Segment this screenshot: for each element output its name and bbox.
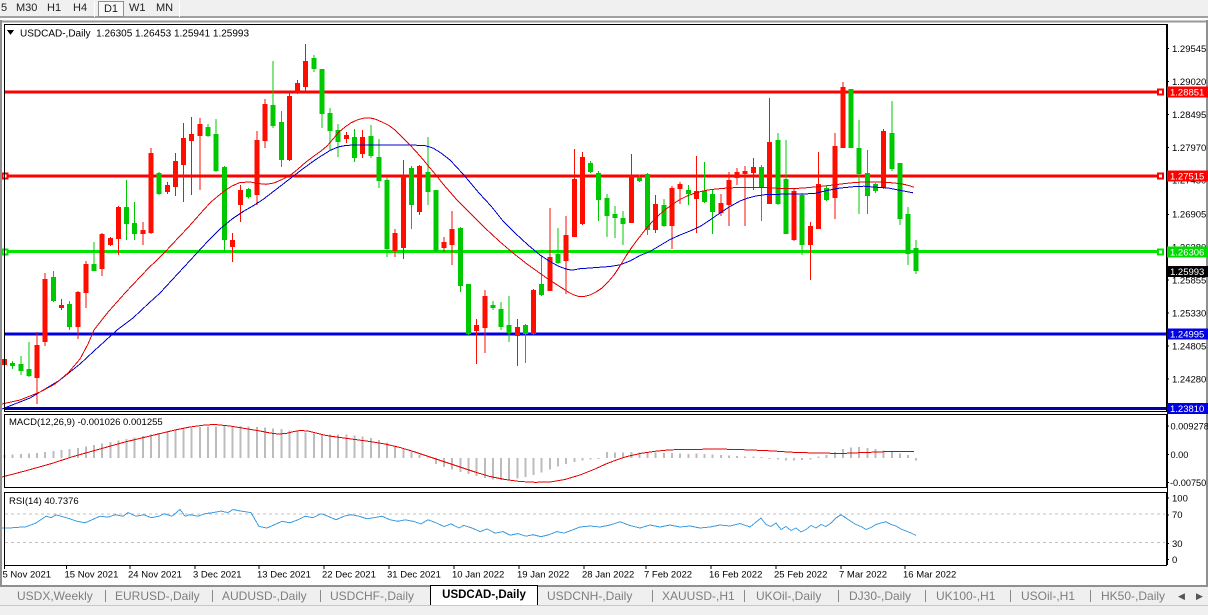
- svg-text:1.29020: 1.29020: [1172, 77, 1206, 88]
- svg-text:1.23810: 1.23810: [1170, 404, 1204, 415]
- svg-text:22 Dec 2021: 22 Dec 2021: [322, 570, 376, 581]
- svg-text:RSI(14) 40.7376: RSI(14) 40.7376: [9, 496, 79, 507]
- svg-text:16 Mar 2022: 16 Mar 2022: [903, 570, 956, 581]
- svg-text:19 Jan 2022: 19 Jan 2022: [517, 570, 569, 581]
- svg-text:13 Dec 2021: 13 Dec 2021: [257, 570, 311, 581]
- svg-text:0.009278: 0.009278: [1171, 421, 1208, 431]
- svg-text:3 Dec 2021: 3 Dec 2021: [193, 570, 242, 581]
- svg-text:1.24280: 1.24280: [1172, 374, 1206, 385]
- svg-text:1.26905: 1.26905: [1172, 210, 1206, 221]
- svg-text:1.25330: 1.25330: [1172, 309, 1206, 320]
- svg-text:25 Feb 2022: 25 Feb 2022: [774, 570, 827, 581]
- svg-text:USDCAD-,Daily 1.26305 1.26453: USDCAD-,Daily 1.26305 1.26453 1.25941 1.…: [20, 29, 249, 40]
- svg-text:1.29545: 1.29545: [1172, 44, 1206, 55]
- svg-text:0.00: 0.00: [1171, 450, 1189, 460]
- svg-text:5 Nov 2021: 5 Nov 2021: [3, 570, 52, 581]
- svg-text:1.27970: 1.27970: [1172, 143, 1206, 154]
- svg-text:15 Nov 2021: 15 Nov 2021: [65, 570, 119, 581]
- svg-text:10 Jan 2022: 10 Jan 2022: [452, 570, 504, 581]
- svg-text:1.28851: 1.28851: [1170, 88, 1204, 99]
- svg-text:1.24995: 1.24995: [1170, 330, 1204, 341]
- svg-text:1.27515: 1.27515: [1170, 172, 1204, 183]
- svg-text:70: 70: [1172, 510, 1183, 521]
- svg-text:-0.00750: -0.00750: [1170, 478, 1206, 488]
- svg-text:1.28495: 1.28495: [1172, 110, 1206, 121]
- svg-text:1.24805: 1.24805: [1172, 342, 1206, 353]
- svg-text:28 Jan 2022: 28 Jan 2022: [582, 570, 634, 581]
- svg-text:1.25993: 1.25993: [1170, 267, 1204, 278]
- svg-text:1.25855: 1.25855: [1172, 276, 1206, 287]
- svg-text:1.26306: 1.26306: [1170, 247, 1204, 258]
- svg-text:7 Mar 2022: 7 Mar 2022: [839, 570, 887, 581]
- svg-text:16 Feb 2022: 16 Feb 2022: [709, 570, 762, 581]
- svg-text:MACD(12,26,9) -0.001026 0.0012: MACD(12,26,9) -0.001026 0.001255: [9, 417, 163, 428]
- svg-text:24 Nov 2021: 24 Nov 2021: [128, 570, 182, 581]
- svg-text:100: 100: [1172, 493, 1188, 504]
- svg-text:7 Feb 2022: 7 Feb 2022: [644, 570, 692, 581]
- svg-text:30: 30: [1172, 539, 1183, 550]
- svg-text:31 Dec 2021: 31 Dec 2021: [387, 570, 441, 581]
- svg-text:0: 0: [1172, 555, 1177, 566]
